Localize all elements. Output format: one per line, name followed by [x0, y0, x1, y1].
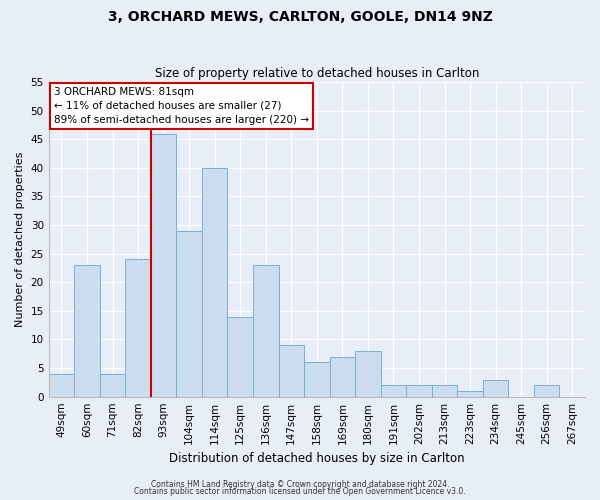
Text: 3, ORCHARD MEWS, CARLTON, GOOLE, DN14 9NZ: 3, ORCHARD MEWS, CARLTON, GOOLE, DN14 9N…: [107, 10, 493, 24]
Bar: [329, 356, 355, 397]
Text: 3 ORCHARD MEWS: 81sqm
← 11% of detached houses are smaller (27)
89% of semi-deta: 3 ORCHARD MEWS: 81sqm ← 11% of detached …: [54, 87, 309, 125]
Bar: [125, 260, 151, 396]
X-axis label: Distribution of detached houses by size in Carlton: Distribution of detached houses by size …: [169, 452, 464, 465]
Bar: [100, 374, 125, 396]
Bar: [432, 385, 457, 396]
Bar: [227, 316, 253, 396]
Bar: [534, 385, 559, 396]
Bar: [74, 265, 100, 396]
Bar: [304, 362, 329, 396]
Bar: [406, 385, 432, 396]
Bar: [483, 380, 508, 396]
Bar: [457, 391, 483, 396]
Bar: [151, 134, 176, 396]
Y-axis label: Number of detached properties: Number of detached properties: [15, 152, 25, 327]
Bar: [278, 345, 304, 397]
Bar: [253, 265, 278, 396]
Bar: [380, 385, 406, 396]
Bar: [176, 231, 202, 396]
Bar: [355, 351, 380, 397]
Text: Contains HM Land Registry data © Crown copyright and database right 2024.: Contains HM Land Registry data © Crown c…: [151, 480, 449, 489]
Bar: [49, 374, 74, 396]
Text: Contains public sector information licensed under the Open Government Licence v3: Contains public sector information licen…: [134, 487, 466, 496]
Title: Size of property relative to detached houses in Carlton: Size of property relative to detached ho…: [155, 66, 479, 80]
Bar: [202, 168, 227, 396]
